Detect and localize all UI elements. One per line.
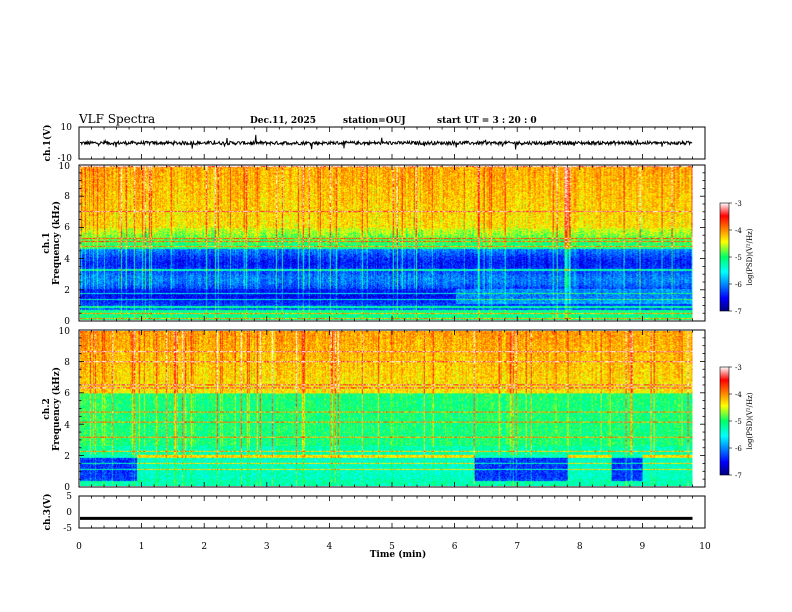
ch2-spectrogram-ylabel-line2: Frequency (kHz) [51, 367, 62, 451]
ch1-colorbar-tick-m4: -4 [735, 227, 742, 235]
ch3-waveform-ylabel: ch.3(V) [42, 494, 53, 531]
ch2-colorbar-tick-m5: -5 [735, 418, 742, 426]
ch1-colorbar-tick-m6: -6 [735, 281, 742, 289]
ch1-colorbar: -3 -4 -5 -6 -7 log(PSD)(V²/Hz) [719, 200, 754, 316]
start-time-label: start UT = 3 : 20 : 0 [437, 116, 537, 126]
ch1-waveform-trace [80, 134, 693, 150]
ch1-freq-tick-8: 8 [64, 192, 70, 202]
ch1-colorbar-tick-m3: -3 [735, 200, 742, 208]
ch2-spectrogram-image [80, 331, 693, 486]
ch1-freq-tick-4: 4 [64, 255, 70, 265]
ch2-colorbar-tick-m4: -4 [735, 391, 742, 399]
ch3-ytick-bottom: -5 [63, 524, 72, 534]
panel-ch3-waveform: 5 0 -5 ch.3(V) [42, 492, 706, 534]
ch1-freq-tick-0: 0 [64, 317, 70, 327]
ch2-colorbar-tick-m3: -3 [735, 364, 742, 372]
time-tick-label: 10 [699, 542, 711, 552]
time-tick-label: 7 [514, 542, 520, 552]
ch1-colorbar-gradient [719, 202, 730, 312]
ch1-spectrogram-yticks: 0 2 4 6 8 10 [59, 162, 71, 327]
date-label: Dec.11, 2025 [250, 116, 316, 126]
ch1-spectrogram-ylabel-line2: Frequency (kHz) [51, 201, 62, 285]
ch1-colorbar-ticks [729, 202, 732, 312]
panel-ch3-waveform-ticks [78, 496, 706, 528]
ch3-ytick-mid: 0 [66, 508, 72, 518]
panel-ch1-spectrogram-ticks [78, 164, 706, 322]
time-tick-label: 3 [264, 542, 270, 552]
ch2-spectrogram-ylabel-line1: ch.2 [42, 398, 52, 419]
time-tick-label: 5 [389, 542, 395, 552]
panel-ch1-waveform-ticks [78, 127, 706, 159]
time-tick-label: 4 [327, 542, 333, 552]
ch1-colorbar-tick-m7: -7 [735, 308, 742, 316]
ch1-colorbar-label: log(PSD)(V²/Hz) [746, 228, 754, 285]
ch1-ytick-bottom: -10 [58, 154, 73, 164]
panel-ch2-spectrogram-ticks [78, 329, 706, 488]
time-tick-label: 2 [201, 542, 207, 552]
ch1-colorbar-tick-m5: -5 [735, 254, 742, 262]
ch2-freq-tick-4: 4 [64, 421, 70, 431]
ch2-colorbar-tick-m7: -7 [735, 472, 742, 480]
ch1-freq-tick-6: 6 [64, 223, 70, 233]
ch2-colorbar-ticks [729, 366, 732, 476]
panel-ch2-spectrogram: 0 2 4 6 8 10 ch.2 Frequency (kHz) [42, 327, 706, 493]
time-tick-label: 1 [139, 542, 145, 552]
time-axis-label: Time (min) [370, 549, 427, 560]
ch2-freq-tick-0: 0 [64, 483, 70, 493]
ch1-spectrogram-image [80, 166, 693, 320]
ch2-freq-tick-10: 10 [59, 327, 71, 337]
ch2-colorbar: -3 -4 -5 -6 -7 log(PSD)(V²/Hz) [719, 364, 754, 480]
time-axis-tick-labels: 0 1 2 3 4 5 6 7 8 9 10 [76, 542, 711, 552]
ch1-waveform-ylabel: ch.1(V) [42, 125, 53, 162]
ch2-spectrogram-yticks: 0 2 4 6 8 10 [59, 327, 71, 493]
ch2-colorbar-tick-m6: -6 [735, 445, 742, 453]
ch1-freq-tick-10: 10 [59, 162, 71, 172]
ch2-freq-tick-2: 2 [64, 452, 70, 462]
time-tick-label: 9 [640, 542, 646, 552]
figure-title: VLF Spectra [78, 112, 155, 126]
ch2-freq-tick-6: 6 [64, 389, 70, 399]
ch1-ytick-top: 10 [61, 123, 73, 133]
ch2-colorbar-label: log(PSD)(V²/Hz) [746, 392, 754, 449]
ch1-freq-tick-2: 2 [64, 286, 70, 296]
ch2-freq-tick-8: 8 [64, 358, 70, 368]
time-tick-label: 6 [452, 542, 458, 552]
panel-ch1-waveform: 10 -10 ch.1(V) [42, 123, 706, 164]
ch3-ytick-top: 5 [66, 492, 72, 502]
time-tick-label: 8 [577, 542, 583, 552]
panel-ch1-spectrogram: 0 2 4 6 8 10 ch.1 Frequency (kHz) [42, 162, 706, 327]
time-tick-label: 0 [76, 542, 82, 552]
station-label: station=OUJ [343, 116, 406, 126]
ch2-colorbar-gradient [719, 366, 730, 476]
ch1-spectrogram-ylabel-line1: ch.1 [42, 232, 52, 253]
